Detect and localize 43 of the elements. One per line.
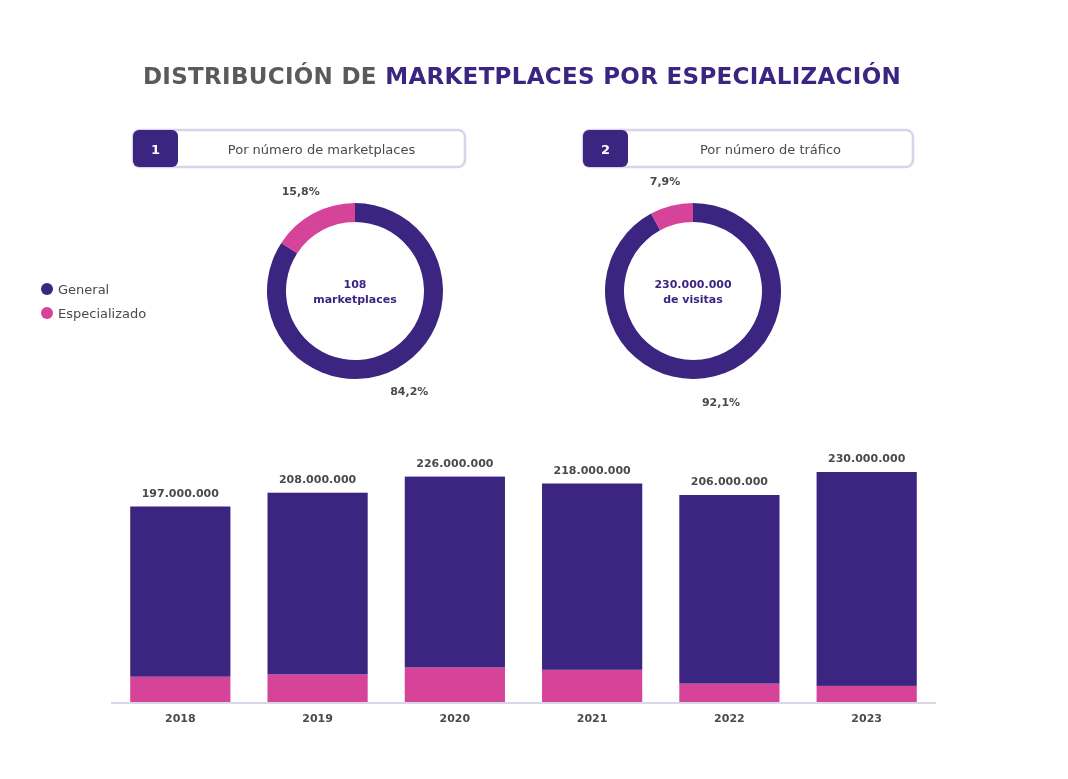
- bar: [404, 476, 505, 668]
- bar: [130, 506, 231, 677]
- annotation: 206.000.000: [690, 475, 769, 488]
- donut-slice: [605, 203, 781, 379]
- x-tick-label: 2019: [302, 712, 333, 725]
- chart-subtitle: Por número de tráfico: [699, 141, 842, 157]
- x-tick-label: 2018: [165, 712, 196, 725]
- text: marketplaces: [313, 292, 398, 306]
- legend-label: Especializado: [58, 305, 147, 321]
- annotation: 208.000.000: [278, 472, 357, 486]
- data-label: 7,9%: [649, 174, 681, 188]
- bar: [679, 683, 780, 702]
- x-tick-label: 2023: [851, 712, 882, 725]
- bar: [130, 676, 231, 702]
- bar: [816, 472, 917, 686]
- annotation: 197.000.000: [141, 486, 220, 500]
- x-tick-label: 2020: [439, 712, 471, 725]
- data-label: 84,2%: [390, 385, 429, 399]
- text: 230.000.000: [654, 277, 732, 291]
- bar: [267, 492, 368, 675]
- text: 2: [600, 141, 611, 157]
- bar: [267, 674, 368, 702]
- text: 1: [150, 141, 161, 157]
- legend-label: General: [58, 281, 110, 297]
- data-label: 15,8%: [281, 184, 320, 198]
- donut-slice: [651, 203, 693, 231]
- text: 108: [343, 277, 367, 291]
- text: de visitas: [663, 292, 724, 306]
- donut-slice: [267, 203, 443, 379]
- bar: [679, 495, 780, 684]
- chart-subtitle: Por número de marketplaces: [227, 141, 416, 157]
- donut-slice: [281, 203, 355, 254]
- data-label: 92,1%: [701, 395, 741, 409]
- x-tick-label: 2021: [576, 712, 608, 725]
- bar: [542, 669, 643, 702]
- annotation: 218.000.000: [553, 463, 632, 477]
- annotation: 226.000.000: [416, 456, 494, 470]
- text: DISTRIBUCIÓN DE MARKETPLACES POR ESPECIALIZACIÓN: [142, 62, 902, 89]
- annotation: 230.000.000: [828, 452, 906, 465]
- x-tick-label: 2022: [714, 712, 745, 725]
- bar: [816, 685, 917, 702]
- bar: [404, 667, 505, 702]
- bar: [542, 483, 643, 670]
